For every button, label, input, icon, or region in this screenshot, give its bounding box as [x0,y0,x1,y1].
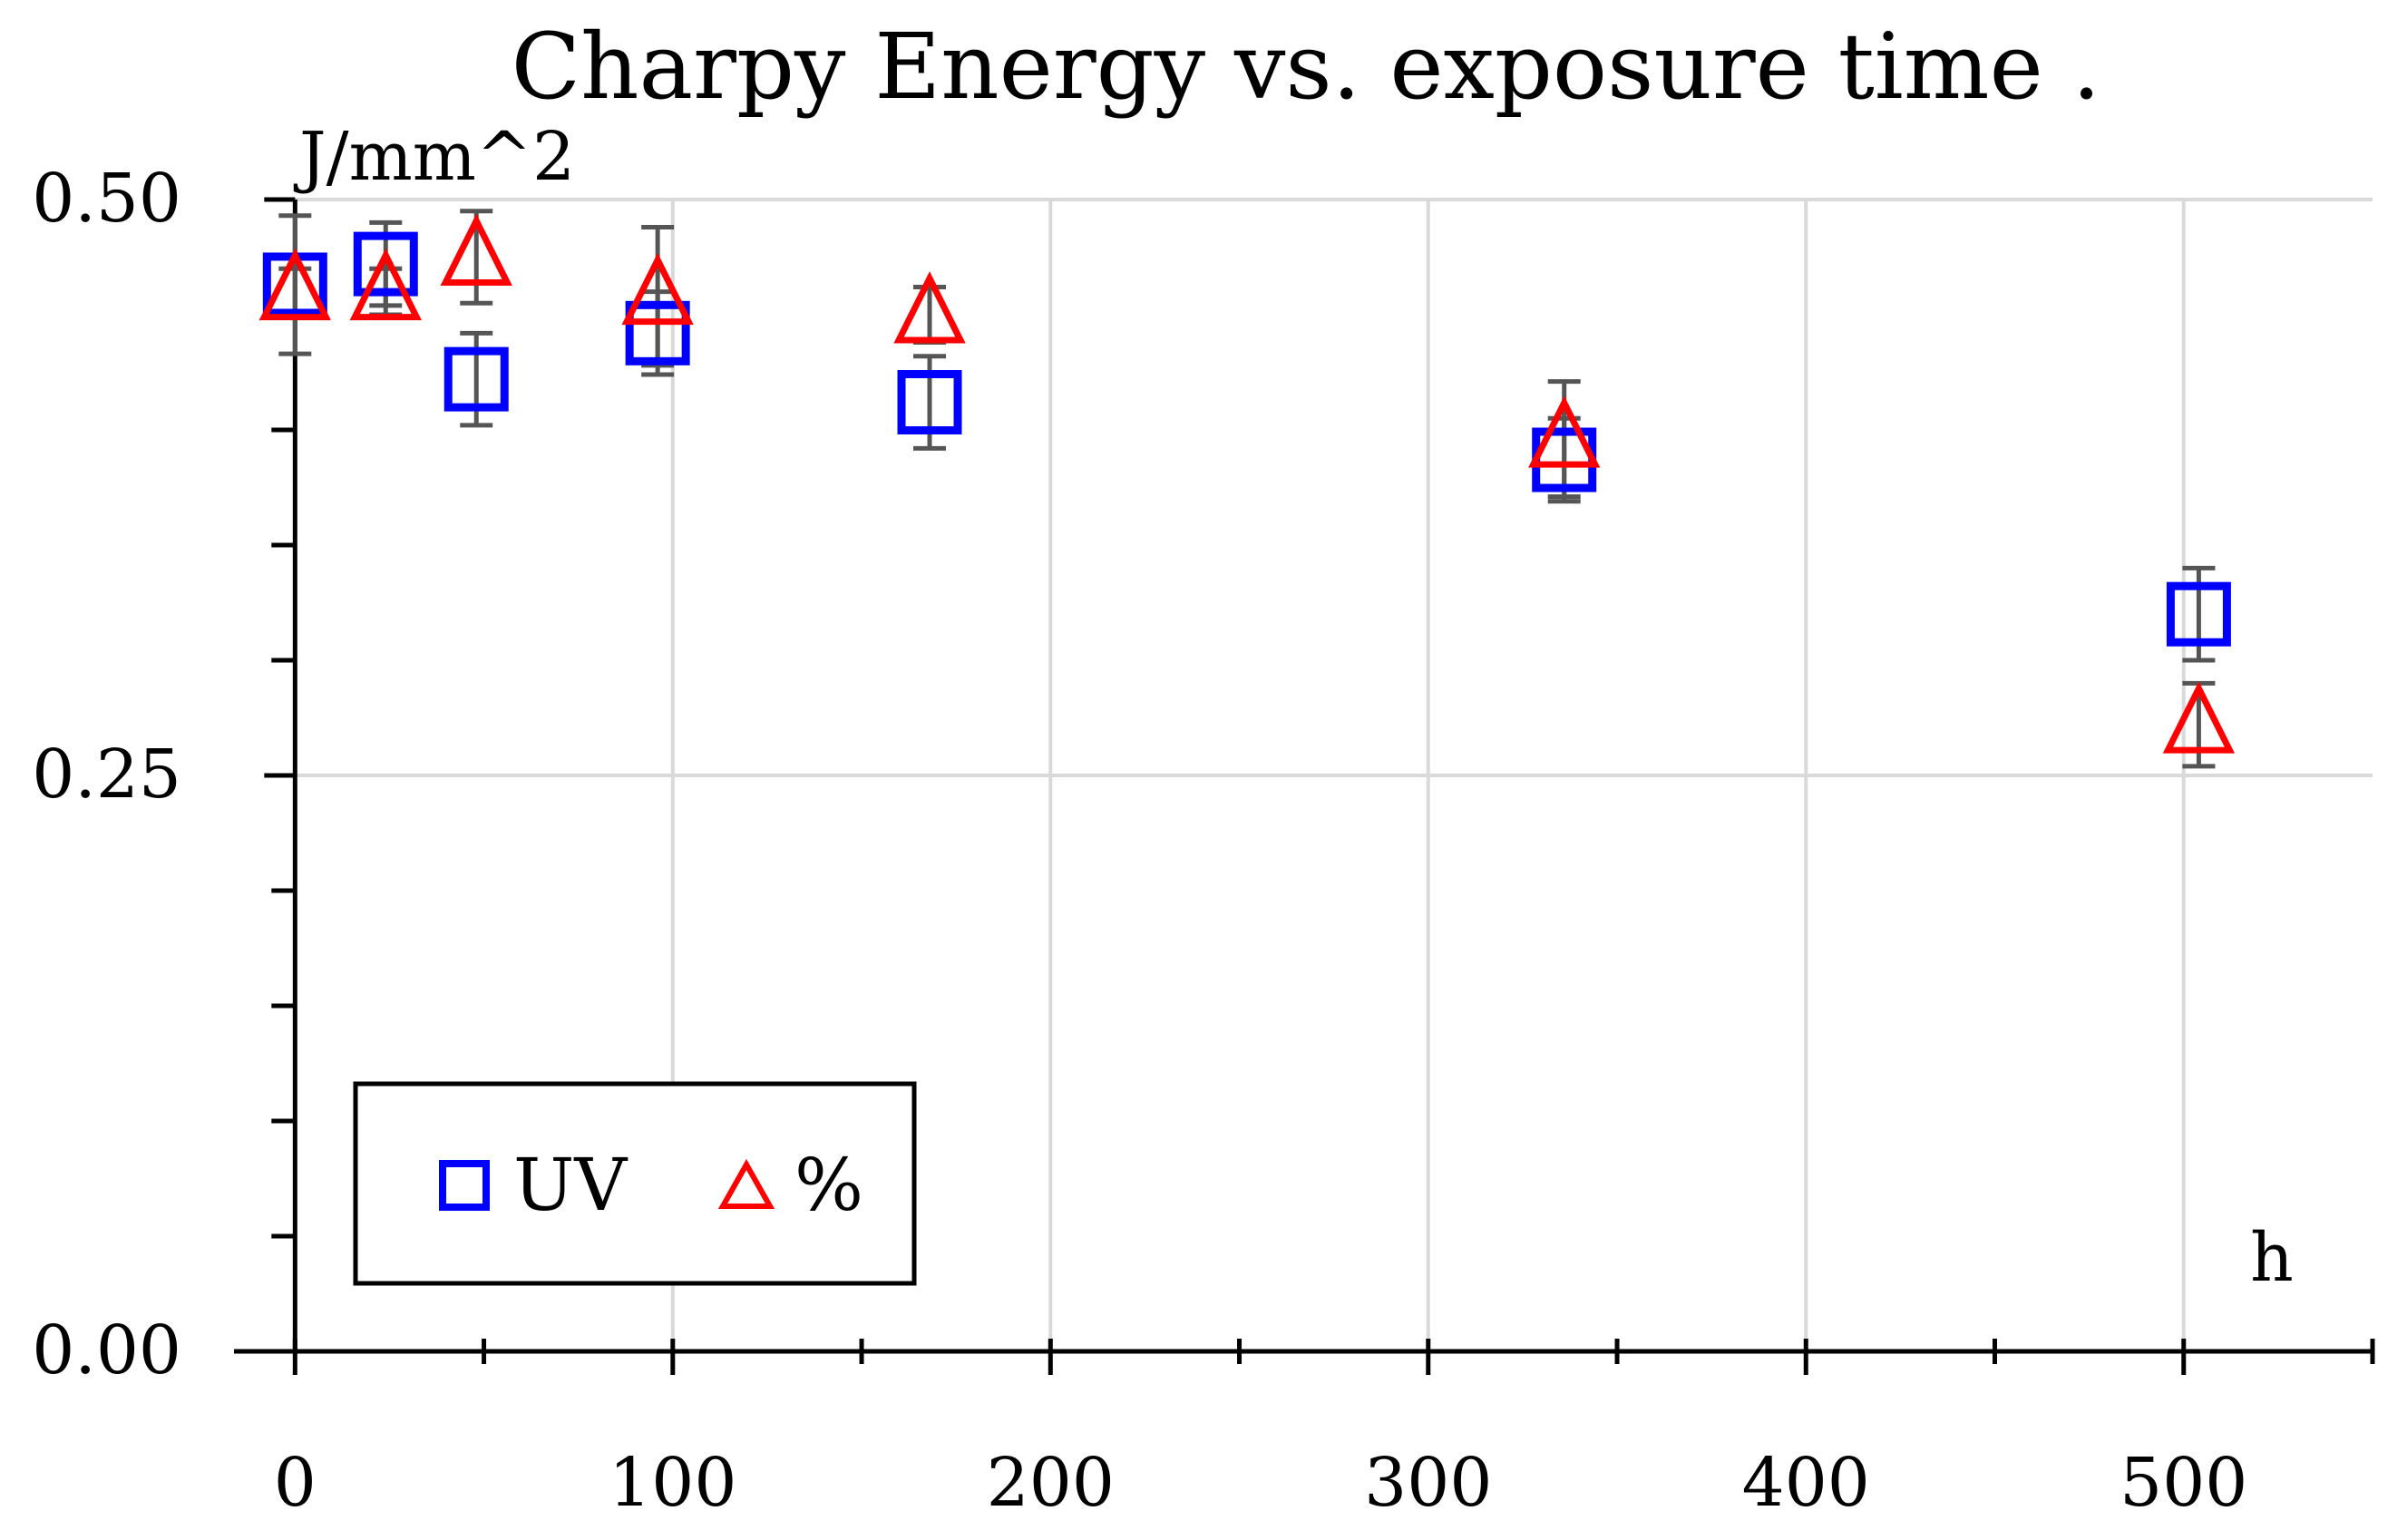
legend-box [353,1081,917,1286]
uv-point [625,300,690,366]
percent-point [2162,681,2236,754]
x-tick-label: 200 [987,1444,1115,1522]
percent-point [440,213,512,286]
markers-layer [258,213,2236,754]
uv-point [2166,581,2231,647]
x-tick-label: 300 [1364,1444,1492,1522]
legend-percent-label: % [794,1143,863,1227]
x-tick-label: 500 [2120,1444,2247,1522]
uv-point [353,231,418,297]
error-bar [460,330,493,428]
error-bar [913,354,947,451]
legend-uv-label: UV [513,1143,628,1227]
percent-point [258,248,331,321]
uv-point [897,370,962,435]
grid-layer [295,198,2373,1351]
x-tick-label: 0 [274,1444,317,1522]
percent-point [621,252,694,326]
percent-point [893,271,966,344]
x-tick-label: 400 [1742,1444,1870,1522]
chart-title: Charpy Energy vs. exposure time . [512,14,2101,120]
y-tick-label: 0.25 [32,736,181,814]
axes-layer: 0.00 0.25 0.50 0 100 200 300 400 500 [32,160,2375,1522]
legend: UV % [353,1081,917,1286]
error-bar [2182,680,2216,769]
x-tick-label: 100 [609,1444,736,1522]
error-bars-layer [278,209,2216,769]
y-tick-label: 0.50 [32,160,181,238]
y-axis-unit-label: J/mm^2 [293,118,575,196]
y-tick-label: 0.00 [32,1311,181,1389]
error-bar [2182,565,2216,663]
uv-point [443,346,509,412]
legend-uv-marker [439,1160,490,1211]
legend-percent-marker [717,1158,775,1209]
percent-point [1528,395,1601,468]
error-bar [641,224,675,368]
percent-point [349,248,422,321]
x-axis-unit-label: h [2250,1219,2294,1297]
